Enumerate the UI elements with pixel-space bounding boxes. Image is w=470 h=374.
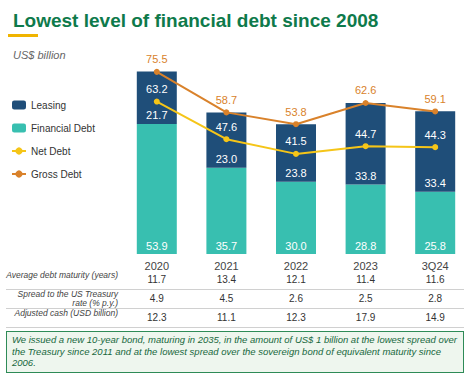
svg-text:62.6: 62.6 [355, 84, 376, 96]
svg-text:Leasing: Leasing [31, 100, 66, 111]
html-text:13.4: 13.4 [216, 274, 237, 285]
html-text:11.6: 11.6 [425, 274, 445, 285]
svg-text:63.2: 63.2 [146, 83, 167, 95]
svg-text:Lowest level of financial debt: Lowest level of financial debt since 200… [13, 10, 378, 31]
html-text:4.5: 4.5 [219, 293, 234, 304]
svg-text:US$ billion: US$ billion [13, 49, 66, 61]
html-text:11.1: 11.1 [217, 312, 236, 323]
svg-text:Gross Debt: Gross Debt [31, 169, 82, 180]
html-text:2.5: 2.5 [358, 293, 373, 304]
html-text:4.9: 4.9 [149, 293, 164, 304]
html-text:We issued a new 10-year bond,: We issued a new 10-year bond, maturing i… [12, 334, 457, 368]
html-text:11.7: 11.7 [147, 274, 167, 285]
svg-text:3Q24: 3Q24 [421, 259, 449, 272]
svg-text:35.7: 35.7 [216, 240, 237, 252]
svg-text:33.8: 33.8 [355, 170, 376, 182]
svg-text:44.7: 44.7 [355, 128, 376, 140]
svg-text:23.0: 23.0 [216, 153, 237, 165]
svg-text:53.8: 53.8 [285, 106, 306, 118]
html-text:12.1: 12.1 [286, 274, 306, 285]
html-text:2.8: 2.8 [428, 293, 443, 304]
svg-text:53.9: 53.9 [146, 240, 167, 252]
svg-text:28.8: 28.8 [355, 240, 376, 252]
svg-text:Net Debt: Net Debt [31, 146, 71, 157]
svg-text:47.6: 47.6 [216, 121, 237, 133]
html-text:12.3: 12.3 [147, 312, 167, 323]
html-text:Average debt maturity (years): Average debt maturity (years) [6, 269, 118, 280]
html-text:17.9: 17.9 [355, 312, 376, 323]
svg-text:Financial Debt: Financial Debt [31, 123, 95, 134]
svg-text:33.4: 33.4 [424, 177, 445, 189]
svg-text:2021: 2021 [214, 259, 239, 272]
svg-text:30.0: 30.0 [285, 240, 306, 252]
svg-text:75.5: 75.5 [146, 53, 167, 65]
svg-text:44.3: 44.3 [424, 129, 445, 141]
svg-text:58.7: 58.7 [216, 94, 237, 106]
html-text:14.9: 14.9 [425, 312, 445, 323]
html-text:2.6: 2.6 [289, 293, 303, 304]
svg-text:2022: 2022 [283, 259, 309, 272]
svg-text:21.7: 21.7 [146, 109, 167, 121]
html-text:12.3: 12.3 [286, 312, 306, 323]
svg-text:2020: 2020 [144, 259, 169, 272]
html-text:Adjusted cash (USD billion): Adjusted cash (USD billion) [14, 307, 118, 318]
html-text:11.4: 11.4 [356, 274, 375, 285]
svg-text:23.8: 23.8 [285, 167, 306, 179]
svg-text:41.5: 41.5 [285, 135, 306, 147]
svg-text:2023: 2023 [353, 259, 378, 272]
html-text:Spread to the US Treasury rate: Spread to the US Treasury rate (% p.y.) [17, 288, 118, 308]
svg-text:25.8: 25.8 [424, 240, 445, 252]
svg-text:59.1: 59.1 [424, 93, 445, 105]
